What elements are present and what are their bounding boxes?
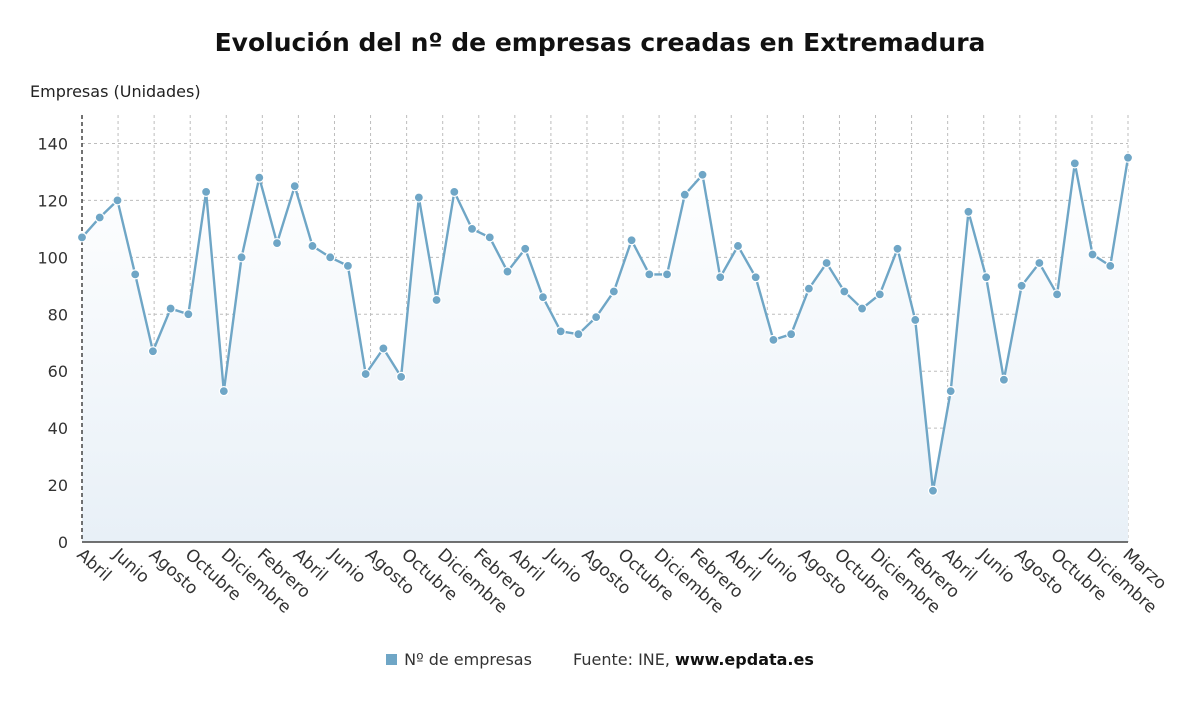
data-point — [201, 186, 212, 197]
data-point — [591, 312, 602, 323]
legend: Nº de empresas Fuente: INE, www.epdata.e… — [0, 650, 1200, 669]
x-tick-label: Junio — [757, 544, 802, 587]
data-point — [998, 374, 1010, 385]
data-point — [715, 272, 726, 283]
x-tick-label: Junio — [324, 544, 369, 587]
legend-swatch — [386, 654, 398, 665]
data-point — [360, 368, 371, 380]
y-axis-label: Empresas (Unidades) — [30, 82, 201, 101]
data-point — [626, 235, 637, 246]
data-point — [786, 329, 797, 340]
data-point — [1105, 260, 1116, 271]
data-point — [236, 252, 247, 263]
data-point — [112, 195, 123, 206]
data-point — [307, 240, 318, 252]
y-tick-label: 140 — [37, 134, 68, 153]
data-point — [927, 485, 939, 496]
data-point — [130, 269, 141, 280]
data-point — [1016, 280, 1027, 291]
data-point — [94, 212, 105, 223]
y-tick-labels: 0 20 40 60 80 100 120 140 — [37, 134, 68, 552]
data-points — [76, 152, 1134, 496]
data-point — [254, 172, 265, 183]
data-point — [608, 286, 619, 297]
data-point — [803, 283, 814, 294]
data-point — [325, 252, 336, 263]
data-point — [874, 289, 885, 300]
data-point — [218, 386, 229, 397]
data-point — [289, 181, 300, 192]
data-point — [821, 257, 832, 269]
data-point — [1051, 289, 1063, 300]
y-tick-label: 80 — [48, 305, 68, 324]
y-tick-label: 0 — [58, 533, 68, 552]
legend-label: Nº de empresas — [404, 650, 532, 669]
data-point — [1069, 158, 1080, 169]
x-tick-labels: AbrilJunioAgostoOctubreDiciembreFebreroA… — [73, 544, 1171, 618]
y-tick-label: 40 — [48, 419, 68, 438]
chart-title: Evolución del nº de empresas creadas en … — [214, 28, 986, 57]
data-point — [271, 238, 283, 249]
x-tick-label: Junio — [974, 544, 1019, 587]
source-note: Fuente: INE, www.epdata.es — [573, 650, 814, 669]
data-point — [1087, 249, 1098, 260]
data-point — [147, 346, 159, 357]
data-point — [732, 240, 744, 252]
data-point — [945, 386, 956, 397]
data-point — [981, 272, 992, 283]
data-point — [661, 269, 673, 280]
legend-item[interactable]: Nº de empresas — [386, 650, 532, 669]
data-point — [183, 309, 194, 320]
data-point — [697, 169, 708, 180]
data-point — [750, 272, 761, 283]
data-point — [573, 329, 584, 340]
data-point — [1122, 152, 1134, 163]
data-point — [537, 292, 549, 303]
data-point — [449, 186, 460, 197]
y-tick-label: 60 — [48, 362, 68, 381]
series-area — [82, 157, 1128, 542]
data-point — [431, 294, 442, 306]
data-point — [910, 314, 921, 326]
data-point — [466, 223, 478, 234]
data-point — [679, 189, 690, 200]
data-point — [413, 192, 424, 203]
data-point — [520, 243, 531, 254]
data-point — [1034, 257, 1045, 269]
data-point — [378, 343, 389, 354]
data-point — [396, 371, 407, 382]
data-point — [502, 266, 513, 277]
data-point — [342, 260, 354, 271]
y-tick-label: 20 — [48, 476, 68, 495]
series-line — [81, 157, 1130, 492]
data-point — [768, 334, 779, 345]
source-prefix: Fuente: INE, — [573, 650, 676, 669]
axes — [81, 115, 1128, 543]
data-point — [484, 232, 495, 243]
data-point — [165, 303, 176, 314]
data-point — [892, 243, 903, 254]
x-tick-label: Junio — [541, 544, 586, 587]
data-point — [856, 303, 868, 314]
y-tick-label: 100 — [37, 248, 68, 267]
line-chart: 0 20 40 60 80 100 120 140 AbrilJunioAgostoOctub… — [37, 115, 1171, 618]
data-point — [76, 232, 88, 243]
data-point — [963, 206, 974, 217]
x-tick-label: Abril — [73, 545, 115, 586]
y-tick-label: 120 — [37, 191, 68, 210]
data-point — [555, 326, 566, 337]
source-site[interactable]: www.epdata.es — [675, 650, 814, 669]
data-point — [644, 269, 655, 280]
data-point — [839, 286, 850, 297]
x-tick-label: Junio — [108, 544, 153, 587]
